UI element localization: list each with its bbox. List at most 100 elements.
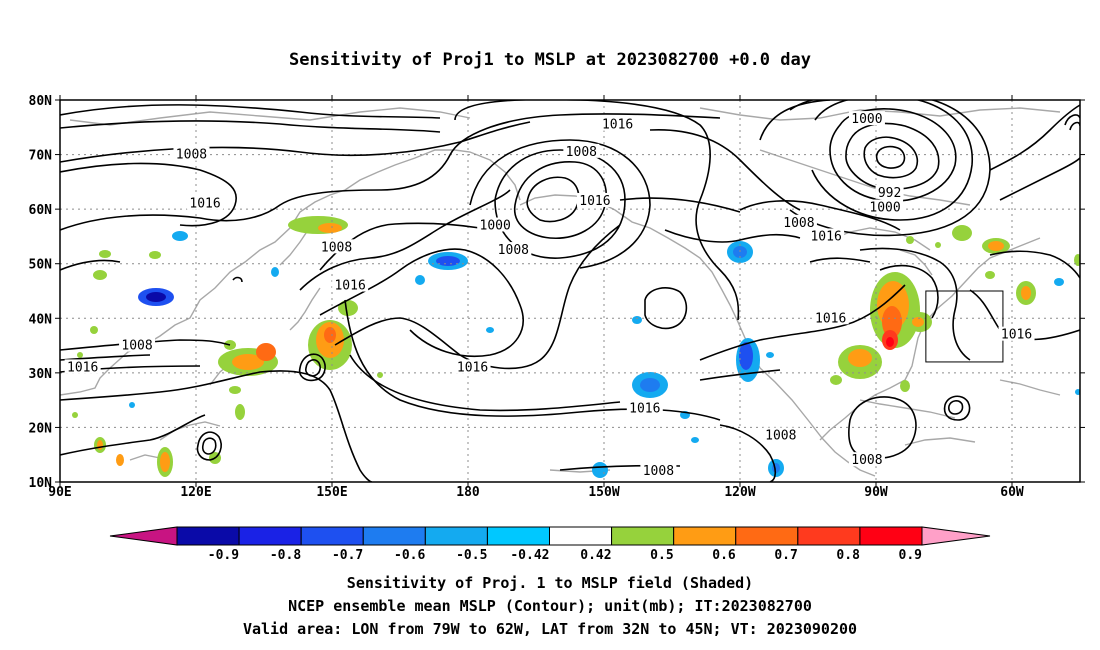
- shade-blob: [318, 223, 342, 233]
- shade-blob: [739, 342, 753, 370]
- shade-blob: [900, 380, 910, 392]
- lon-label: 150E: [316, 485, 347, 500]
- shade-blob: [99, 250, 111, 258]
- sensitivity-shading: [72, 216, 1080, 478]
- contour-label: 1016: [67, 360, 98, 375]
- shade-blob: [691, 437, 699, 443]
- colorbar-swatch: [549, 526, 613, 546]
- shade-blob: [1021, 286, 1031, 300]
- shade-blob: [592, 462, 608, 478]
- colorbar-swatch: [424, 526, 488, 546]
- contour-label-bg: [454, 359, 491, 374]
- shade-blob: [906, 236, 914, 244]
- shade-blob: [886, 337, 894, 347]
- contour-label: 1016: [629, 401, 660, 416]
- shade-blob: [160, 452, 170, 472]
- lat-label: 70N: [29, 149, 53, 164]
- contour-label-bg: [64, 359, 101, 374]
- contour-label: 1016: [1001, 328, 1032, 343]
- colorbar-swatch: [176, 526, 240, 546]
- axis-ticks: [55, 95, 1085, 487]
- contour-label: 1016: [815, 311, 846, 326]
- lon-label: 180: [456, 485, 480, 500]
- shade-blob: [324, 327, 336, 343]
- shade-blob: [436, 256, 460, 266]
- lon-label: 90W: [864, 485, 888, 500]
- colorbar-swatch: [486, 526, 550, 546]
- shade-blob: [77, 352, 83, 358]
- contour-label-bg: [626, 400, 663, 415]
- lat-label: 80N: [29, 94, 53, 109]
- shade-blob: [93, 270, 107, 280]
- shade-blob: [486, 327, 494, 333]
- contour-label-bg: [640, 463, 677, 478]
- lon-label: 90E: [48, 485, 71, 500]
- shade-blob: [235, 404, 245, 420]
- colorbar-label: -0.9: [208, 548, 239, 563]
- lon-label: 150W: [588, 485, 619, 500]
- shade-blob: [72, 412, 78, 418]
- lat-label: 20N: [29, 421, 53, 436]
- contour-label-bg: [173, 146, 210, 161]
- shade-blob: [988, 241, 1004, 251]
- caption-contour: NCEP ensemble mean MSLP (Contour); unit(…: [288, 597, 812, 615]
- shade-blob: [848, 349, 872, 367]
- shade-blob: [1074, 254, 1080, 266]
- contour-label-bg: [599, 116, 636, 131]
- contour-label: 1000: [480, 219, 511, 234]
- contour-label-bg: [477, 217, 514, 232]
- colorbar-label: 0.7: [774, 548, 797, 563]
- colorbar-label: -0.7: [332, 548, 363, 563]
- contour-label-bg: [780, 214, 817, 229]
- contour-label-bg: [998, 326, 1035, 341]
- contour-label: 1016: [189, 197, 220, 212]
- lon-label: 60W: [1000, 485, 1024, 500]
- caption-shading: Sensitivity of Proj. 1 to MSLP field (Sh…: [346, 574, 754, 592]
- colorbar-label: 0.42: [580, 548, 611, 563]
- contour-label-bg: [332, 277, 369, 292]
- shade-blob: [338, 300, 358, 316]
- contour-label: 1008: [643, 464, 674, 479]
- colorbar-label: 0.5: [650, 548, 673, 563]
- contour-label: 1008: [176, 148, 207, 163]
- shade-blob: [229, 386, 241, 394]
- contour-label-bg: [848, 111, 885, 126]
- contour-label: 1008: [851, 453, 882, 468]
- colorbar-swatch: [362, 526, 426, 546]
- contour-label: 992: [878, 186, 901, 201]
- colorbar-swatch: [735, 526, 799, 546]
- caption-valid-area: Valid area: LON from 79W to 62W, LAT fro…: [242, 620, 858, 638]
- shade-blob: [985, 271, 995, 279]
- shade-blob: [766, 352, 774, 358]
- colorbar-label: -0.5: [456, 548, 487, 563]
- contour-label: 1016: [334, 279, 365, 294]
- shade-blob: [830, 375, 842, 385]
- contour-label: 1008: [321, 240, 352, 255]
- shade-blob: [90, 326, 98, 334]
- shade-blob: [415, 275, 425, 285]
- contour-label: 1016: [810, 229, 841, 244]
- colorbar-low-arrow: [109, 526, 178, 546]
- shade-blob: [1075, 389, 1080, 395]
- shade-blob: [640, 378, 660, 392]
- contour-label: 1008: [783, 216, 814, 231]
- colorbar-swatch: [611, 526, 675, 546]
- shade-blob: [129, 402, 135, 408]
- lon-label: 120E: [180, 485, 211, 500]
- lat-label: 50N: [29, 258, 53, 273]
- colorbar-swatch: [673, 526, 737, 546]
- shade-blob: [912, 317, 924, 327]
- contour-label: 1008: [566, 145, 597, 160]
- lat-label: 40N: [29, 312, 53, 327]
- contour-label: 1000: [851, 112, 882, 127]
- contour-label: 1000: [869, 201, 900, 216]
- lon-label: 120W: [724, 485, 755, 500]
- colorbar-label: 0.8: [836, 548, 860, 563]
- colorbar-swatch: [859, 526, 923, 546]
- contour-label: 1016: [602, 118, 633, 133]
- shade-blob: [232, 354, 264, 370]
- contour-label: 1016: [579, 194, 610, 209]
- colorbar-label: 0.6: [712, 548, 736, 563]
